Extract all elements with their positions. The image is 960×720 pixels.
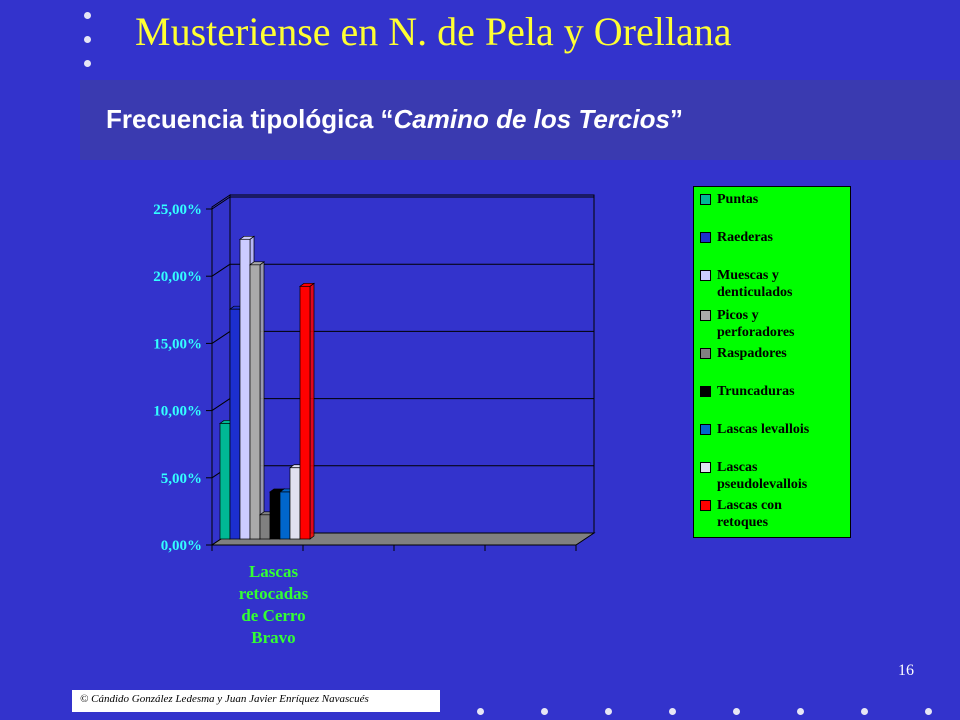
decor-dot: [84, 36, 91, 43]
footer-credit: © Cándido González Ledesma y Juan Javier…: [80, 693, 369, 705]
y-tick-label: 15,00%: [153, 336, 202, 352]
legend-item: Truncaduras: [700, 383, 850, 400]
x-category-label: Lascas: [249, 562, 299, 581]
decor-dot: [797, 708, 804, 715]
gridline-side: [211, 263, 231, 277]
x-category-label: de Cerro: [241, 606, 305, 625]
y-tick-label: 25,00%: [153, 202, 202, 218]
bar-puntas: [219, 423, 231, 540]
page-number: 16: [898, 662, 914, 679]
legend-label: Puntas: [717, 192, 759, 207]
legend-label: Lascas pseudolevallois: [717, 460, 808, 492]
bar-side: [309, 282, 315, 540]
chart-legend: Puntas Raederas Muescas y denticulados Picos…: [693, 186, 851, 538]
legend-swatch: [700, 194, 711, 205]
decor-dot: [84, 12, 91, 19]
legend-label: Lascas levallois: [717, 422, 810, 437]
legend-label: Lascas con retoques: [717, 498, 782, 530]
y-tick-label: 10,00%: [153, 404, 202, 420]
decor-dot: [733, 708, 740, 715]
legend-swatch: [700, 232, 711, 243]
bar-side: [259, 261, 265, 540]
footer-band: © Cándido González Ledesma y Juan Javier…: [72, 690, 440, 712]
decor-dot: [477, 708, 484, 715]
bar-lascas-pseudolevallois: [289, 467, 301, 540]
decor-dot: [605, 708, 612, 715]
legend-swatch: [700, 500, 711, 511]
decor-dot: [925, 708, 932, 715]
bar-lascas-con-retoques: [299, 285, 311, 540]
x-category-label: retocadas: [239, 584, 309, 603]
legend-item: Puntas: [700, 191, 850, 208]
subtitle-site-name: Camino de los Tercios: [393, 104, 670, 134]
bar-picos-y-perforadores: [249, 264, 261, 540]
subtitle-prefix: Frecuencia tipológica “: [106, 104, 394, 134]
legend-item: Lascas pseudolevallois: [700, 459, 850, 493]
subtitle-suffix: ”: [669, 104, 683, 134]
legend-swatch: [700, 310, 711, 321]
decor-dot: [84, 60, 91, 67]
slide-title: Musteriense en N. de Pela y Orellana: [135, 9, 732, 54]
legend-swatch: [700, 386, 711, 397]
legend-item: Lascas con retoques: [700, 497, 850, 531]
legend-item: Picos y perforadores: [700, 307, 850, 341]
legend-label: Raspadores: [717, 346, 787, 361]
legend-label: Picos y perforadores: [717, 308, 795, 340]
gridline-side: [211, 330, 231, 344]
bar-lascas-levallois: [279, 491, 291, 540]
decor-dot: [669, 708, 676, 715]
gridline-side: [211, 196, 231, 210]
y-tick-label: 20,00%: [153, 269, 202, 285]
gridline-side: [211, 398, 231, 412]
legend-label: Truncaduras: [717, 384, 795, 399]
chart-subtitle: Frecuencia tipológica “Camino de los Ter…: [106, 104, 683, 135]
bar-raspadores: [259, 514, 271, 540]
subtitle-band: Frecuencia tipológica “Camino de los Ter…: [80, 80, 960, 160]
x-category-label: Bravo: [251, 628, 295, 647]
decor-dot: [861, 708, 868, 715]
legend-item: Muescas y denticulados: [700, 267, 850, 301]
bar-raederas: [229, 308, 241, 540]
bar-truncaduras: [269, 491, 281, 540]
legend-label: Raederas: [717, 230, 773, 245]
legend-item: Lascas levallois: [700, 421, 850, 438]
legend-swatch: [700, 462, 711, 473]
legend-label: Muescas y denticulados: [717, 268, 793, 300]
chart-back-wall: [229, 194, 595, 534]
y-tick-label: 5,00%: [161, 471, 202, 487]
y-tick-label: 0,00%: [161, 538, 202, 554]
legend-item: Raspadores: [700, 345, 850, 362]
legend-swatch: [700, 424, 711, 435]
legend-swatch: [700, 270, 711, 281]
legend-item: Raederas: [700, 229, 850, 246]
legend-swatch: [700, 348, 711, 359]
bar-muescas-y-denticulados: [239, 238, 251, 540]
decor-dot: [541, 708, 548, 715]
